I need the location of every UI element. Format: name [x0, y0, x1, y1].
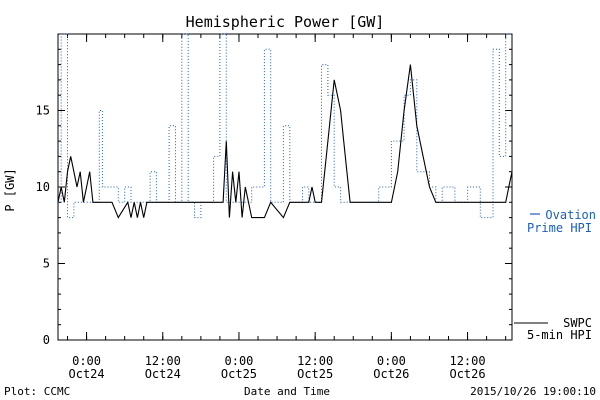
y-tick-label: 10 [36, 180, 50, 194]
legend-ovation-label-1: Ovation [545, 208, 596, 222]
x-tick-label-time: 0:00 [377, 354, 406, 368]
series-group [57, 33, 513, 219]
x-tick-label-time: 12:00 [297, 354, 333, 368]
footer-plot-credit: Plot: CCMC [4, 385, 70, 398]
legend-swpc-label-2: 5-min HPI [527, 328, 592, 342]
x-axis-label: Date and Time [244, 385, 330, 398]
x-tick-label-time: 12:00 [145, 354, 181, 368]
x-tick-label-time: 0:00 [225, 354, 254, 368]
x-tick-label-date: Oct26 [449, 367, 485, 381]
x-tick-label-date: Oct25 [297, 367, 333, 381]
x-tick-label-time: 0:00 [72, 354, 101, 368]
x-tick-label-date: Oct25 [221, 367, 257, 381]
y-axis-ticks: 0 5 10 15 [36, 48, 512, 347]
series-ovation-prime-line [58, 33, 512, 219]
x-tick-label-time: 12:00 [449, 354, 485, 368]
legend-ovation-label-2: Prime HPI [527, 221, 592, 235]
x-tick-label-date: Oct24 [145, 367, 181, 381]
y-tick-label: 0 [43, 333, 50, 347]
x-tick-label-date: Oct24 [69, 367, 105, 381]
chart-title: Hemispheric Power [GW] [186, 13, 385, 31]
x-axis-ticks: 0:00Oct2412:00Oct240:00Oct2512:00Oct250:… [67, 34, 507, 381]
y-tick-label: 15 [36, 104, 50, 118]
y-tick-label: 5 [43, 257, 50, 271]
y-axis-label: P [GW] [3, 168, 17, 211]
legend-swpc-label-1: SWPC [563, 316, 592, 330]
series-swpc-line [57, 64, 513, 219]
footer-timestamp: 2015/10/26 19:00:10 [470, 385, 596, 398]
x-tick-label-date: Oct26 [373, 367, 409, 381]
